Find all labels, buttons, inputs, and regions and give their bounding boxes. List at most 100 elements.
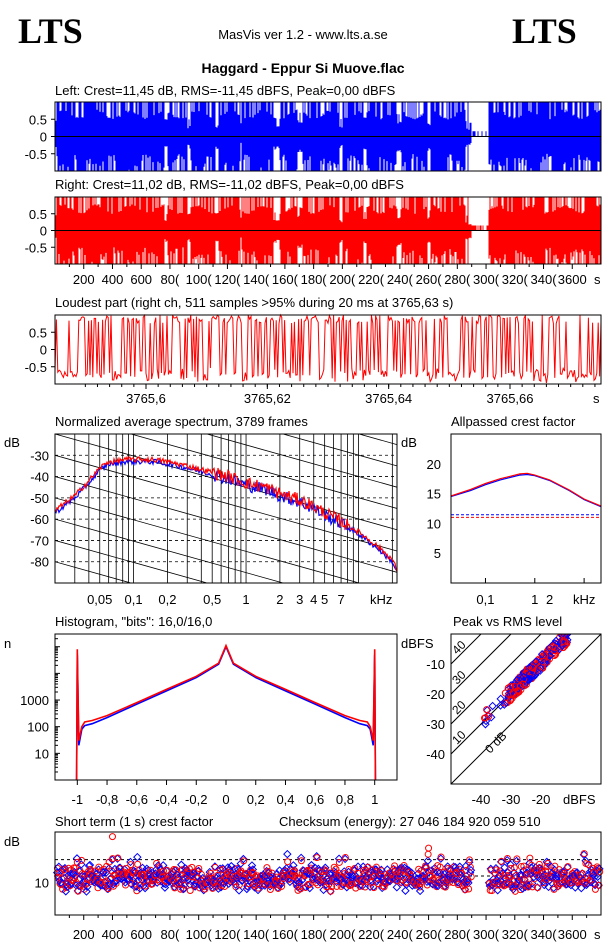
short-crest-point-right	[333, 882, 341, 890]
peak-rms-diagonal-label: 10	[449, 728, 469, 748]
histogram-xtick-label: -0,6	[126, 792, 148, 807]
histogram-frame	[54, 633, 398, 781]
time-tick-label: 400	[102, 272, 124, 287]
crest-series-left	[450, 473, 602, 508]
short-crest-point-left	[135, 884, 145, 893]
histogram-xtick-label: 0,6	[306, 792, 324, 807]
short-crest-point-left	[508, 884, 518, 894]
short-crest-point-left	[126, 857, 135, 867]
time-tick-label: 240(	[387, 272, 414, 287]
spectrum-xtick-label: 7	[337, 592, 344, 607]
short-crest-point-left	[423, 856, 433, 865]
short-crest-point-right	[424, 850, 432, 858]
short-crest-point-left	[243, 882, 252, 891]
spectrum-xtick-label: 5	[321, 592, 328, 607]
peak-rms-point-right	[543, 658, 551, 666]
peak-rms-point-left	[525, 670, 534, 679]
short-crest-point-right	[178, 866, 186, 874]
short-crest-point-right	[528, 883, 536, 891]
peak-rms-ytick-label: -10	[426, 657, 445, 672]
peak-rms-point-left	[500, 700, 509, 709]
histogram-series-left	[75, 644, 377, 781]
peak-rms-point-right	[561, 642, 569, 650]
histogram-ytick-label: 1000	[20, 693, 49, 708]
logo-right: LTS	[512, 11, 577, 51]
crest-ytick-label: 20	[427, 457, 441, 472]
short-crest-point-right	[240, 857, 248, 865]
short-crest-point-right	[513, 855, 521, 863]
short-crest-point-left	[194, 866, 203, 876]
spectrum-ytick-label: -50	[30, 491, 49, 506]
histogram-ytick-label: 100	[27, 720, 49, 735]
spectrum-slope-line	[55, 647, 397, 743]
short-crest-point-left	[283, 849, 292, 859]
short-crest-point-left	[433, 881, 443, 891]
short-crest-point-left	[144, 866, 153, 875]
short-crest-point-left	[234, 886, 244, 895]
short-crest-point-right	[437, 853, 445, 861]
short-crest-point-left	[56, 878, 65, 888]
short-crest-point-right	[580, 850, 588, 858]
short-crest-point-left	[407, 868, 416, 877]
crest-ytick-label: 10	[427, 516, 441, 531]
short-crest-point-left	[133, 852, 142, 862]
spectrum-slope-line	[129, 434, 397, 509]
peak-rms-diagonal-label: 0 dB	[482, 729, 509, 756]
short-crest-point-left	[525, 858, 534, 868]
loudest-ytick-label: -0.5	[25, 360, 47, 375]
peak-rms-point-left	[504, 693, 513, 703]
short-crest-point-right	[359, 876, 367, 884]
short-crest-point-right	[87, 867, 95, 875]
short-crest-point-left	[277, 879, 286, 889]
peak-rms-diagonal	[451, 634, 601, 784]
histogram-xtick-label: -0,2	[185, 792, 207, 807]
short-crest-point-right	[327, 887, 335, 895]
short-crest-point-left	[340, 854, 350, 864]
short-crest-point-left	[158, 861, 168, 870]
short-crest-point-left	[493, 885, 502, 895]
spectrum-xtick-label: 1	[242, 592, 249, 607]
peak-rms-xtick-label: -20	[532, 792, 551, 807]
short-crest-point-left	[466, 865, 476, 875]
loudest-xtick-label: 3765,62	[244, 391, 291, 406]
histogram-xtick-label: 0,8	[336, 792, 354, 807]
short-crest-xtick-label: 340(	[531, 927, 558, 942]
short-crest-point-left	[248, 865, 258, 874]
short-crest-point-left	[176, 878, 185, 888]
short-crest-point-right	[83, 879, 91, 887]
time-axis-group: 200 400 600 80(100(120(140(160(180(200(220(…	[68, 264, 588, 287]
left-waveform-ytick-label: -0.5	[25, 147, 47, 162]
spectrum-slope-line	[205, 434, 397, 488]
short-crest-xtick-label: 400	[102, 927, 124, 942]
short-crest-point-left	[436, 854, 446, 863]
spectrum-slope-line	[55, 476, 397, 573]
peak-rms-point-left	[488, 701, 497, 711]
peak-rms-inner: 0 dB 10 20 30 40	[449, 634, 601, 784]
short-crest-point-right	[584, 861, 592, 869]
peak-rms-point-right	[511, 682, 519, 690]
short-crest-point-right	[564, 863, 572, 871]
spectrum-slope-line	[55, 689, 397, 785]
short-crest-xtick-label: 140(	[243, 927, 270, 942]
short-crest-point-right	[425, 844, 433, 852]
short-crest-point-left	[512, 856, 521, 866]
short-crest-point-right	[224, 868, 232, 876]
histogram-xtick-label: 1	[371, 792, 378, 807]
short-crest-ylabel: dB	[4, 834, 20, 849]
short-crest-point-right	[372, 863, 380, 871]
time-tick-label: 140(	[243, 272, 270, 287]
right-waveform-ytick-label: -0.5	[25, 240, 47, 255]
spectrum-xtick-label: 2	[276, 592, 283, 607]
short-crest-point-left	[285, 877, 295, 887]
peak-rms-point-left	[496, 694, 505, 704]
histogram-title: Histogram, "bits": 16,0/16,0	[55, 614, 212, 629]
crest-xtick-label: 1	[531, 592, 538, 607]
peak-rms-diagonal-label: 40	[449, 638, 469, 658]
peak-rms-point-left	[536, 664, 545, 673]
spectrum-ylabel: dB	[4, 435, 20, 450]
file-title: Haggard - Eppur Si Muove.flac	[201, 60, 404, 76]
short-crest-point-right	[134, 860, 142, 868]
time-tick-label: 260(	[416, 272, 443, 287]
left-waveform-ytick-label: 0	[40, 130, 47, 145]
short-crest-point-left	[392, 883, 402, 892]
